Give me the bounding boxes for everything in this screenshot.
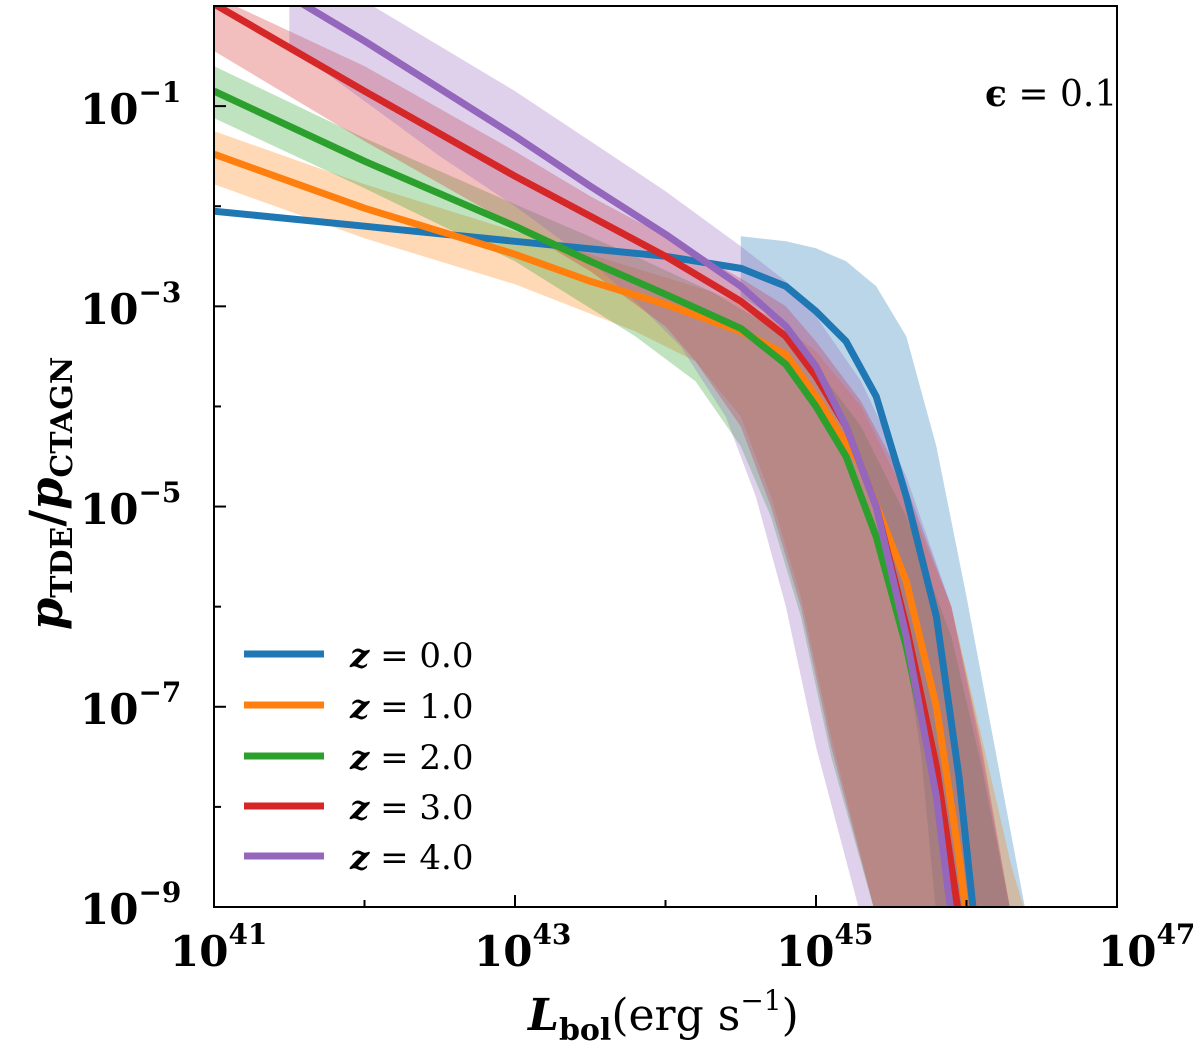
band-series-2 (214, 66, 1010, 907)
band-series-4 (289, 6, 1010, 907)
legend-label-z4: z = 4.0 (349, 838, 474, 878)
line-series-1 (214, 150, 969, 907)
legend-label-z1: z = 1.0 (349, 687, 474, 727)
line-series-0 (214, 207, 977, 907)
axis-ticks (213, 5, 1118, 908)
y-tick-label-3: 10−5 (80, 476, 181, 534)
x-tick-label-1: 1041 (170, 918, 267, 976)
legend: z = 0.0 z = 1.0 z = 2.0 z = 3.0 z = 4.0 (244, 636, 474, 878)
y-tick-label-4: 10−7 (80, 676, 181, 734)
x-tick-label-4: 1047 (1098, 918, 1195, 976)
x-tick-label-2: 1043 (474, 918, 571, 976)
series-lines (214, 6, 977, 907)
y-tick-label-2: 10−3 (80, 276, 181, 334)
legend-label-z3: z = 3.0 (349, 788, 474, 828)
y-axis-label: pTDE/pCTAGN (19, 357, 80, 630)
x-tick-label-3: 1045 (776, 918, 873, 976)
y-tick-label-5: 10−9 (80, 876, 181, 934)
legend-label-z0: z = 0.0 (349, 636, 474, 676)
x-tick-labels: 1041 1043 1045 1047 (170, 918, 1195, 976)
legend-label-z2: z = 2.0 (349, 738, 474, 778)
epsilon-annotation: ϵ = 0.1 (985, 73, 1117, 115)
y-tick-labels: 10−1 10−3 10−5 10−7 10−9 (80, 76, 181, 934)
y-tick-label-1: 10−1 (80, 76, 181, 134)
line-series-4 (299, 6, 954, 907)
x-axis-label: Lbol(erg s−1) (526, 984, 799, 1048)
uncertainty-bands (214, 6, 1025, 907)
